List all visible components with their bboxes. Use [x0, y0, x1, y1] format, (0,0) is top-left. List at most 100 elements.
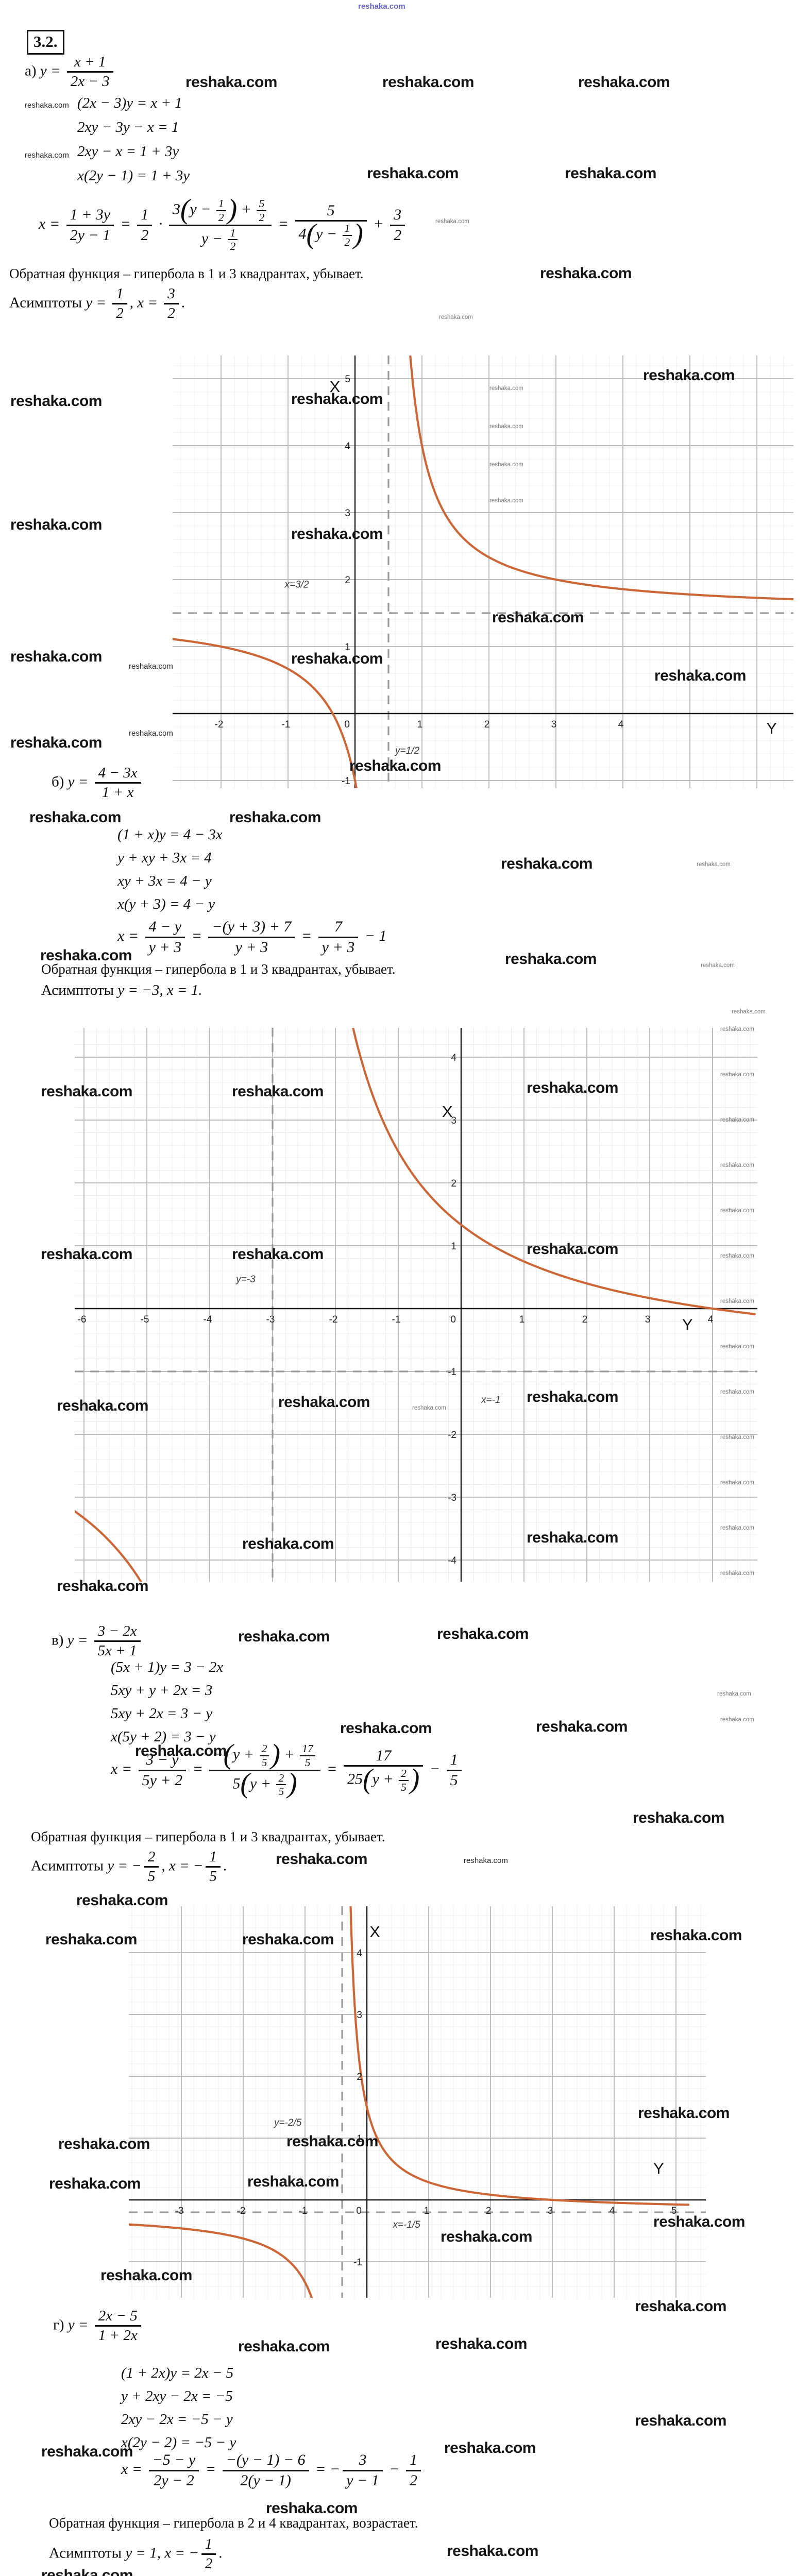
math-text: 5: [327, 201, 335, 219]
math-text: 2: [218, 211, 224, 224]
math-text: y + 3: [235, 938, 268, 956]
equation-step: x(2y − 2) = −5 − y: [121, 2434, 236, 2451]
site-watermark: reshaka.com: [10, 516, 102, 533]
denominator: 4(y − 1 2): [295, 220, 367, 249]
svg-text:4: 4: [451, 1053, 456, 1063]
big-paren: ): [287, 1768, 297, 1800]
fraction: −5 − y 2y − 2: [148, 2451, 199, 2489]
math-text: +: [237, 200, 256, 218]
svg-text:4: 4: [618, 719, 624, 730]
site-watermark: reshaka.com: [635, 2298, 726, 2315]
grid-minor: [173, 355, 793, 788]
svg-text:2: 2: [345, 575, 350, 586]
grid-minor: [75, 1028, 757, 1582]
plain-text: г): [53, 2316, 68, 2333]
plain-text: .: [181, 294, 185, 311]
big-paren: ): [410, 1763, 420, 1795]
site-watermark: reshaka.com: [367, 165, 459, 182]
denominator: 5(y + 2 5): [209, 1768, 320, 1800]
math-text: 1: [344, 222, 350, 235]
numerator: 5: [257, 197, 267, 211]
big-paren: (: [363, 1763, 373, 1795]
numerator: 2: [259, 1742, 269, 1756]
plain-text: б): [52, 773, 68, 790]
horizontal-asymptote-label: x=-1: [481, 1395, 501, 1405]
site-watermark: reshaka.com: [229, 809, 321, 826]
math-text: 1 + 2x: [98, 2327, 138, 2344]
part-g-inverse-formula: x = −5 − y 2y − 2 = −(y − 1) − 6 2(y − 1) …: [121, 2451, 424, 2489]
math-text: −: [426, 1760, 444, 1778]
fraction: 5 4(y − 1 2): [295, 202, 367, 249]
horizontal-axis-label: Y: [653, 2160, 664, 2178]
big-paren: (: [180, 193, 190, 225]
math-text: 2: [261, 1742, 267, 1755]
svg-text:-6: -6: [78, 1314, 87, 1325]
math-text: =: [201, 2460, 220, 2478]
math-text: +: [280, 1745, 299, 1763]
graph-a: -2 -1 1 2 3 4 -1 1 2 3 4 5 0 Y Xy=1/2 x=3/2: [173, 355, 793, 788]
svg-text:1: 1: [345, 642, 350, 653]
part-v-heading: в) y = 3 − 2x 5x + 1: [52, 1623, 143, 1660]
grid-major: [75, 1028, 757, 1582]
plain-text: в): [52, 1632, 67, 1649]
math-text: −(y − 1) − 6: [226, 2451, 306, 2468]
math-text: 5: [259, 197, 265, 210]
svg-text:0: 0: [450, 1314, 456, 1325]
denominator: 5x + 1: [94, 1642, 141, 1659]
numerator: 1: [201, 2536, 216, 2555]
site-watermark: reshaka.com: [266, 2500, 358, 2517]
math-text: 5: [232, 1775, 241, 1792]
problem-number-box: 3.2.: [27, 30, 64, 55]
math-text: = −: [311, 2460, 341, 2478]
vertical-asymptote-label: y=-2/5: [273, 2117, 302, 2128]
numerator: 2: [276, 1772, 286, 1786]
site-watermark: reshaka.com: [540, 265, 632, 282]
svg-text:1: 1: [417, 719, 423, 730]
denominator: 5: [300, 1756, 315, 1769]
equation-step: (2x − 3)y = x + 1: [77, 95, 182, 111]
site-watermark: reshaka.com: [439, 314, 473, 320]
vertical-asymptote-label: y=1/2: [394, 745, 419, 756]
numerator: 1: [206, 1849, 221, 1868]
svg-text:4: 4: [357, 1948, 362, 1959]
math-text: y −: [315, 225, 341, 243]
numerator: −(y + 2 5) + 17 5: [209, 1740, 320, 1771]
site-watermark: reshaka.com: [536, 1718, 628, 1735]
math-text: 2x − 3: [70, 73, 110, 90]
fraction: 3 − 2x 5x + 1: [94, 1623, 141, 1660]
part-g-conclusion: Обратная функция – гипербола в 2 и 4 ква…: [49, 2515, 418, 2531]
fraction: 17 5: [300, 1742, 315, 1769]
svg-text:5: 5: [671, 2206, 677, 2216]
site-watermark: reshaka.com: [29, 809, 121, 826]
svg-text:1: 1: [519, 1314, 525, 1325]
site-watermark: reshaka.com: [501, 855, 593, 872]
big-paren: (: [306, 218, 316, 250]
hyperbola-branch: [129, 2223, 313, 2298]
svg-text:1: 1: [357, 2133, 362, 2144]
denominator: 5: [144, 1868, 159, 1885]
denominator: 5: [260, 1756, 269, 1769]
grid-minor: [129, 1906, 706, 2298]
denominator: y + 3: [145, 938, 185, 957]
math-text: x =: [117, 927, 143, 944]
math-text: y = 1, x = −: [125, 2545, 199, 2562]
horizontal-axis-label: Y: [682, 1315, 693, 1333]
math-text: =: [188, 927, 206, 944]
hyperbola-branch: [75, 1510, 143, 1582]
part-a-heading: а) y = x + 1 2x − 3: [25, 54, 116, 91]
equation-step: (1 + x)y = 4 − 3x: [117, 826, 223, 843]
plain-text: .: [223, 1857, 227, 1874]
math-text: 2: [230, 240, 236, 253]
math-text: 3: [167, 285, 175, 302]
math-text: 2: [167, 305, 175, 322]
math-text: 1: [209, 1849, 217, 1865]
numerator: 1: [405, 2451, 421, 2471]
numerator: 1: [137, 206, 153, 226]
